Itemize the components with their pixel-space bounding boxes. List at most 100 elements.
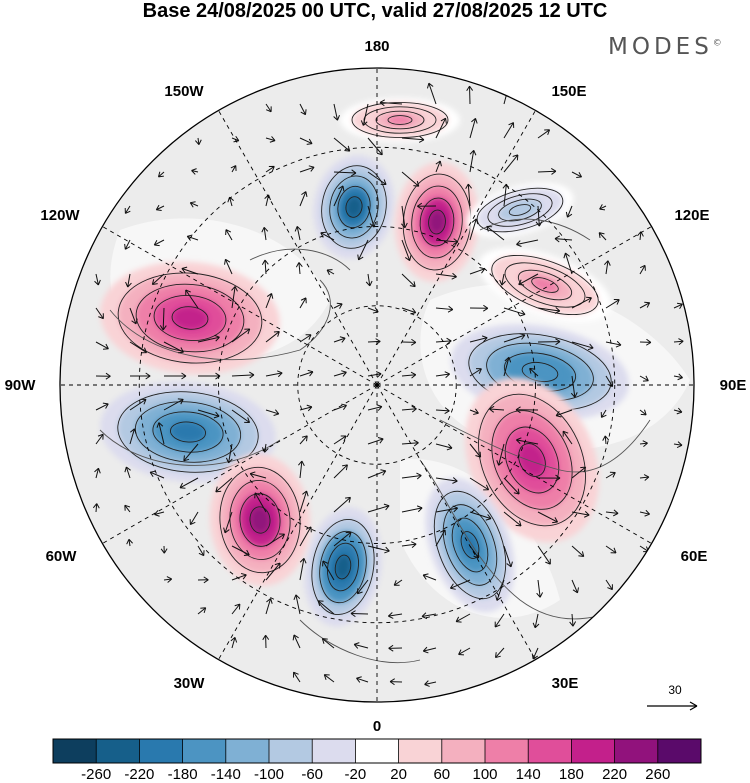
wind-arrow-head [124,466,131,473]
wind-arrow [95,341,109,350]
wind-arrow-head [125,281,132,288]
wind-arrow [299,406,312,411]
wind-arrow [299,334,312,343]
map-border [59,67,695,703]
wind-arrow-head [410,371,417,379]
wind-arrow [231,165,237,173]
wind-arrow-head [452,505,458,513]
lon-label-150e: 150E [551,83,586,100]
map-title: Base 24/08/2025 00 UTC, valid 27/08/2025… [142,0,608,22]
wind-arrow-head [293,594,301,601]
wind-arrow [333,404,347,411]
wind-arrow-head [92,503,100,509]
wind-arrow [250,473,267,479]
wind-arrow [605,472,616,479]
wind-arrow-head [380,179,387,186]
wind-arrow-head [388,612,394,619]
wind-arrow-head [183,455,190,462]
wind-arrow-head [458,649,465,656]
wind-arrow [537,579,541,598]
wind-arrow-head [482,304,489,312]
anomaly-contour-line [478,393,586,527]
wind-arrow-head [166,576,173,583]
wind-arrow [503,477,520,495]
wind-arrow [380,101,403,105]
wind-arrow-head [375,371,382,378]
wind-arrow [254,492,267,513]
wind-arrow-head [469,149,477,156]
wind-arrow [129,398,147,411]
wind-arrow-head [451,272,457,280]
wind-arrow [435,117,447,139]
wind-arrow-head [383,503,390,511]
wind-arrow [639,511,650,515]
anomaly-negative [313,155,395,259]
wind-arrow-head [584,510,590,518]
wind-arrow [367,137,383,156]
anomaly-contour-line [249,506,271,534]
wind-arrow [299,166,315,173]
anomaly-contour-line [428,209,446,235]
wind-arrow-head [243,549,250,556]
wind-arrow [129,307,137,325]
anomaly-contour-fill [428,210,446,234]
wind-arrow-head [279,533,285,540]
wind-arrow-head [301,435,308,442]
wind-arrow-head [102,343,109,350]
wind-arrow-head [353,642,360,649]
wind-arrow-head [494,621,501,628]
wind-arrow [197,137,200,145]
wind-arrow-head [376,404,383,411]
wind-arrow [639,476,649,479]
wind-arrow-head [485,514,492,521]
wind-arrow [605,511,619,514]
wind-arrow [401,137,424,141]
wind-arrow-head [494,652,501,659]
colorbar-tick-label: -100 [254,766,284,783]
wind-arrow-head [388,644,394,652]
wind-arrow [422,574,437,581]
colorbar-tick-label: -180 [168,766,198,783]
wind-arrow-head [249,371,255,379]
wind-arrow [152,273,165,285]
wind-arrow [673,375,683,379]
anomaly-contour-line [337,185,371,229]
colorbar-tick-label: -140 [211,766,241,783]
wind-arrow-head [413,180,420,187]
wind-arrow-head [105,372,111,380]
wind-arrow [333,337,346,343]
wind-arrow-head [339,336,346,343]
anomaly-contour-line [169,421,207,443]
meridian-line [376,226,652,386]
wind-arrow-head [424,680,430,687]
anomaly-contour-line [451,517,489,573]
wind-arrow [357,579,369,595]
wind-arrow [129,341,147,354]
wind-arrow-head [189,201,196,208]
wind-arrow [362,103,369,126]
lon-label-60w: 60W [46,548,78,565]
lon-label-30e: 30E [552,675,579,692]
wind-arrow [299,371,314,377]
wind-arrow [299,137,313,145]
anomaly-positive [340,98,460,142]
wind-arrow-head [598,232,605,239]
wind-arrow-head [341,370,347,377]
meridian-line [376,384,536,660]
wind-arrow [435,373,450,377]
anomaly-contour-line [153,295,227,341]
wind-arrow-head [157,171,164,178]
wind-arrow [124,205,131,214]
wind-arrow [367,505,390,513]
wind-arrow [393,579,403,586]
wind-arrow-head [449,583,456,590]
wind-arrow-head [292,634,299,641]
wind-arrow [333,103,339,121]
wind-arrow-head [602,435,610,441]
lon-label-90w: 90W [5,377,37,394]
wind-arrow-head [230,637,238,643]
wind-arrow [265,293,273,309]
latitude-circle [297,305,457,465]
wind-arrow [566,205,573,218]
